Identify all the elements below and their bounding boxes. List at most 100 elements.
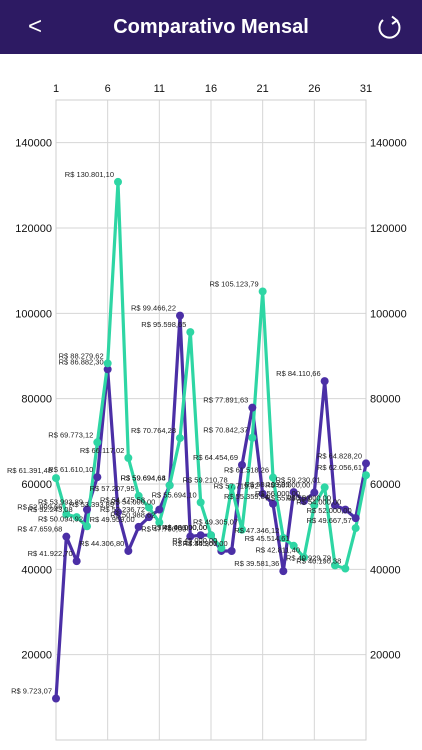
- header-bar: < Comparativo Mensal: [0, 0, 422, 54]
- data-label: R$ 44.300,00: [183, 539, 228, 548]
- data-label: R$ 54.475,58: [100, 496, 145, 505]
- series-1-point: [258, 287, 267, 296]
- data-label: R$ 99.466,22: [131, 304, 176, 313]
- series-0-point: [62, 532, 71, 541]
- series-0-point: [114, 508, 122, 517]
- series-0-point: [279, 567, 288, 576]
- series-0-point: [341, 505, 350, 514]
- series-0-point: [269, 499, 277, 508]
- data-label: R$ 44.306,80: [79, 539, 124, 548]
- data-label: R$ 70.764,28: [131, 426, 176, 435]
- y-tick-label-left: 120000: [15, 223, 52, 235]
- series-1-point: [196, 498, 205, 507]
- data-label: R$ 40.929,79: [286, 553, 331, 562]
- data-label: R$ 59.230,01: [276, 475, 321, 484]
- data-label: R$ 55.359,84: [224, 492, 269, 501]
- data-label: R$ 84.110,66: [276, 369, 320, 378]
- series-1-point: [269, 473, 277, 482]
- chevron-left-icon: <: [27, 13, 42, 40]
- series-1-point: [62, 510, 71, 519]
- x-tick-label: 26: [308, 83, 320, 95]
- series-0-point: [52, 694, 60, 703]
- x-tick-label: 31: [360, 83, 372, 95]
- data-label: R$ 52.000,00: [307, 506, 352, 515]
- y-tick-label-right: 60000: [370, 479, 401, 491]
- data-label: R$ 50.094,92: [38, 514, 83, 523]
- series-1-point: [362, 471, 370, 480]
- data-label: R$ 52.243,08: [28, 505, 73, 514]
- series-0-point: [176, 311, 184, 320]
- series-0-point: [103, 365, 112, 374]
- data-label: R$ 57.207,95: [90, 484, 135, 493]
- x-tick-label: 1: [53, 83, 59, 95]
- series-0-point: [72, 557, 81, 566]
- data-label: R$ 52.236,72: [100, 505, 145, 514]
- data-label: R$ 49.959,00: [90, 515, 135, 524]
- data-label: R$ 47.700,00: [141, 524, 186, 533]
- y-tick-label-right: 100000: [370, 308, 407, 320]
- x-tick-label: 16: [205, 83, 217, 95]
- data-label: R$ 61.391,48: [7, 466, 52, 475]
- data-label: R$ 55.694,10: [152, 490, 197, 499]
- series-0-point: [155, 505, 164, 514]
- data-label: R$ 70.842,37: [203, 426, 248, 435]
- y-tick-label-right: 40000: [370, 564, 401, 576]
- data-label: R$ 47.346,12: [234, 526, 279, 535]
- data-label: R$ 49.667,57: [307, 516, 352, 525]
- y-tick-label-left: 60000: [21, 479, 52, 491]
- series-0-point: [134, 522, 143, 531]
- series-1-point: [93, 438, 102, 447]
- data-label: R$ 95.598,65: [141, 320, 186, 329]
- data-label: R$ 59.694,68: [121, 473, 166, 482]
- data-label: R$ 56.000,00: [255, 489, 300, 498]
- series-1-point: [207, 531, 215, 540]
- data-label: R$ 50.988,62: [110, 510, 155, 519]
- data-label: R$ 62.056,61: [317, 463, 362, 472]
- data-label: R$ 61.610,10: [48, 465, 93, 474]
- refresh-button[interactable]: [374, 13, 404, 43]
- data-label: R$ 66.117,02: [80, 446, 124, 455]
- series-0-point: [196, 531, 205, 540]
- series-1-point: [114, 177, 122, 186]
- series-1-point: [176, 434, 184, 443]
- data-label: R$ 53.393,89: [69, 500, 114, 509]
- data-label: R$ 49.305,07: [193, 518, 238, 527]
- data-label: R$ 40.190,38: [296, 557, 341, 566]
- data-label: R$ 44.305,07: [172, 539, 217, 548]
- series-0-point: [320, 377, 329, 386]
- data-label: R$ 54.000,00: [296, 498, 341, 507]
- data-label: R$ 39.581,36: [234, 559, 279, 568]
- data-label: R$ 59.694,64: [121, 473, 166, 482]
- series-1-point: [331, 561, 339, 570]
- series-1-point: [186, 328, 195, 337]
- y-tick-label-left: 20000: [21, 650, 52, 662]
- page-title: Comparativo Mensal: [113, 16, 309, 38]
- y-tick-label-left: 80000: [21, 394, 52, 406]
- series-0-point: [238, 460, 246, 469]
- data-label: R$ 86.882,30: [59, 357, 104, 366]
- x-tick-label: 11: [154, 83, 165, 95]
- y-tick-label-right: 20000: [370, 650, 401, 662]
- data-label: R$ 57.719,92: [214, 482, 259, 491]
- x-tick-label: 6: [105, 83, 111, 95]
- back-button[interactable]: <: [22, 12, 48, 42]
- data-label: R$ 105.123,79: [209, 279, 258, 288]
- data-label: R$ 69.773,12: [48, 430, 93, 439]
- chart-area: 1 6 11 16 21 26 31 20000 20000 40000 40000 60000 600…: [0, 54, 422, 750]
- refresh-icon: [378, 15, 401, 39]
- series-0-point: [258, 489, 267, 498]
- data-label: R$ 41.922,70: [28, 549, 73, 558]
- data-label: R$ 9.723,07: [11, 687, 52, 696]
- plot-frame: [55, 99, 367, 741]
- series-0-point: [83, 505, 91, 514]
- series-0-point: [300, 497, 308, 506]
- series-1-point: [289, 541, 298, 550]
- x-tick-label: 21: [257, 83, 269, 95]
- series-0-point: [289, 488, 298, 497]
- data-label: R$ 55.000,00: [265, 493, 310, 502]
- series-1-point: [351, 524, 360, 533]
- data-label: R$ 77.891,63: [203, 396, 248, 405]
- data-label: R$ 130.801,10: [65, 170, 114, 179]
- series-1-point: [155, 518, 164, 527]
